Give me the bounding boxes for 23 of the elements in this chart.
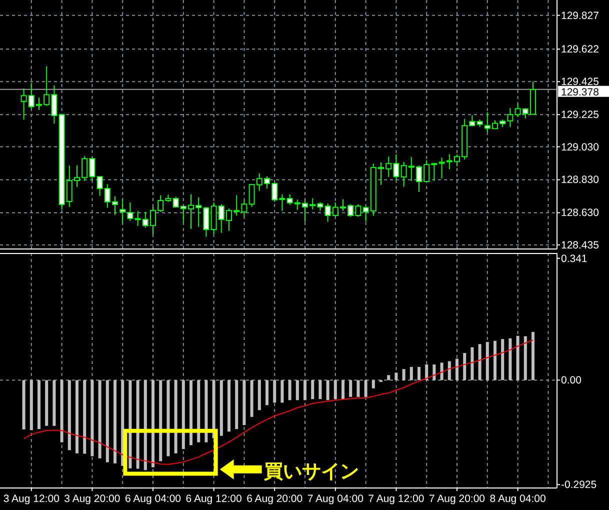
x-tick-label: 3 Aug 12:00 [3,493,60,505]
x-tick-label: 3 Aug 20:00 [64,493,120,505]
y-tick-label: 129.622 [561,44,600,56]
y-tick-label: 129.225 [561,109,600,122]
ref-line: 129.378 [0,86,609,98]
x-tick-label: 8 Aug 04:00 [490,493,546,505]
y-tick-label: 128.830 [561,174,600,186]
y-tick-label: 0.341 [561,252,588,265]
x-tick-label: 6 Aug 04:00 [124,493,182,505]
x-tick-label: 6 Aug 12:00 [186,493,242,505]
annotation: 買いサイン [262,461,359,482]
y-tick-label: 129.030 [561,141,600,154]
y-tick-label: 128.630 [561,207,600,220]
y-tick-label: 129.827 [561,10,600,22]
x-tick-label: 7 Aug 20:00 [428,493,486,505]
y-tick-label: -0.2925 [561,479,597,492]
y-tick-label: 0.00 [561,374,582,387]
ref-line-label: 129.378 [561,86,600,98]
y-tick-label: 128.435 [561,239,600,252]
y-tick-label: 129.425 [561,76,600,88]
x-tick-label: 7 Aug 04:00 [307,493,364,505]
x-tick-label: 6 Aug 20:00 [246,493,303,505]
x-tick-label: 7 Aug 12:00 [368,493,424,505]
